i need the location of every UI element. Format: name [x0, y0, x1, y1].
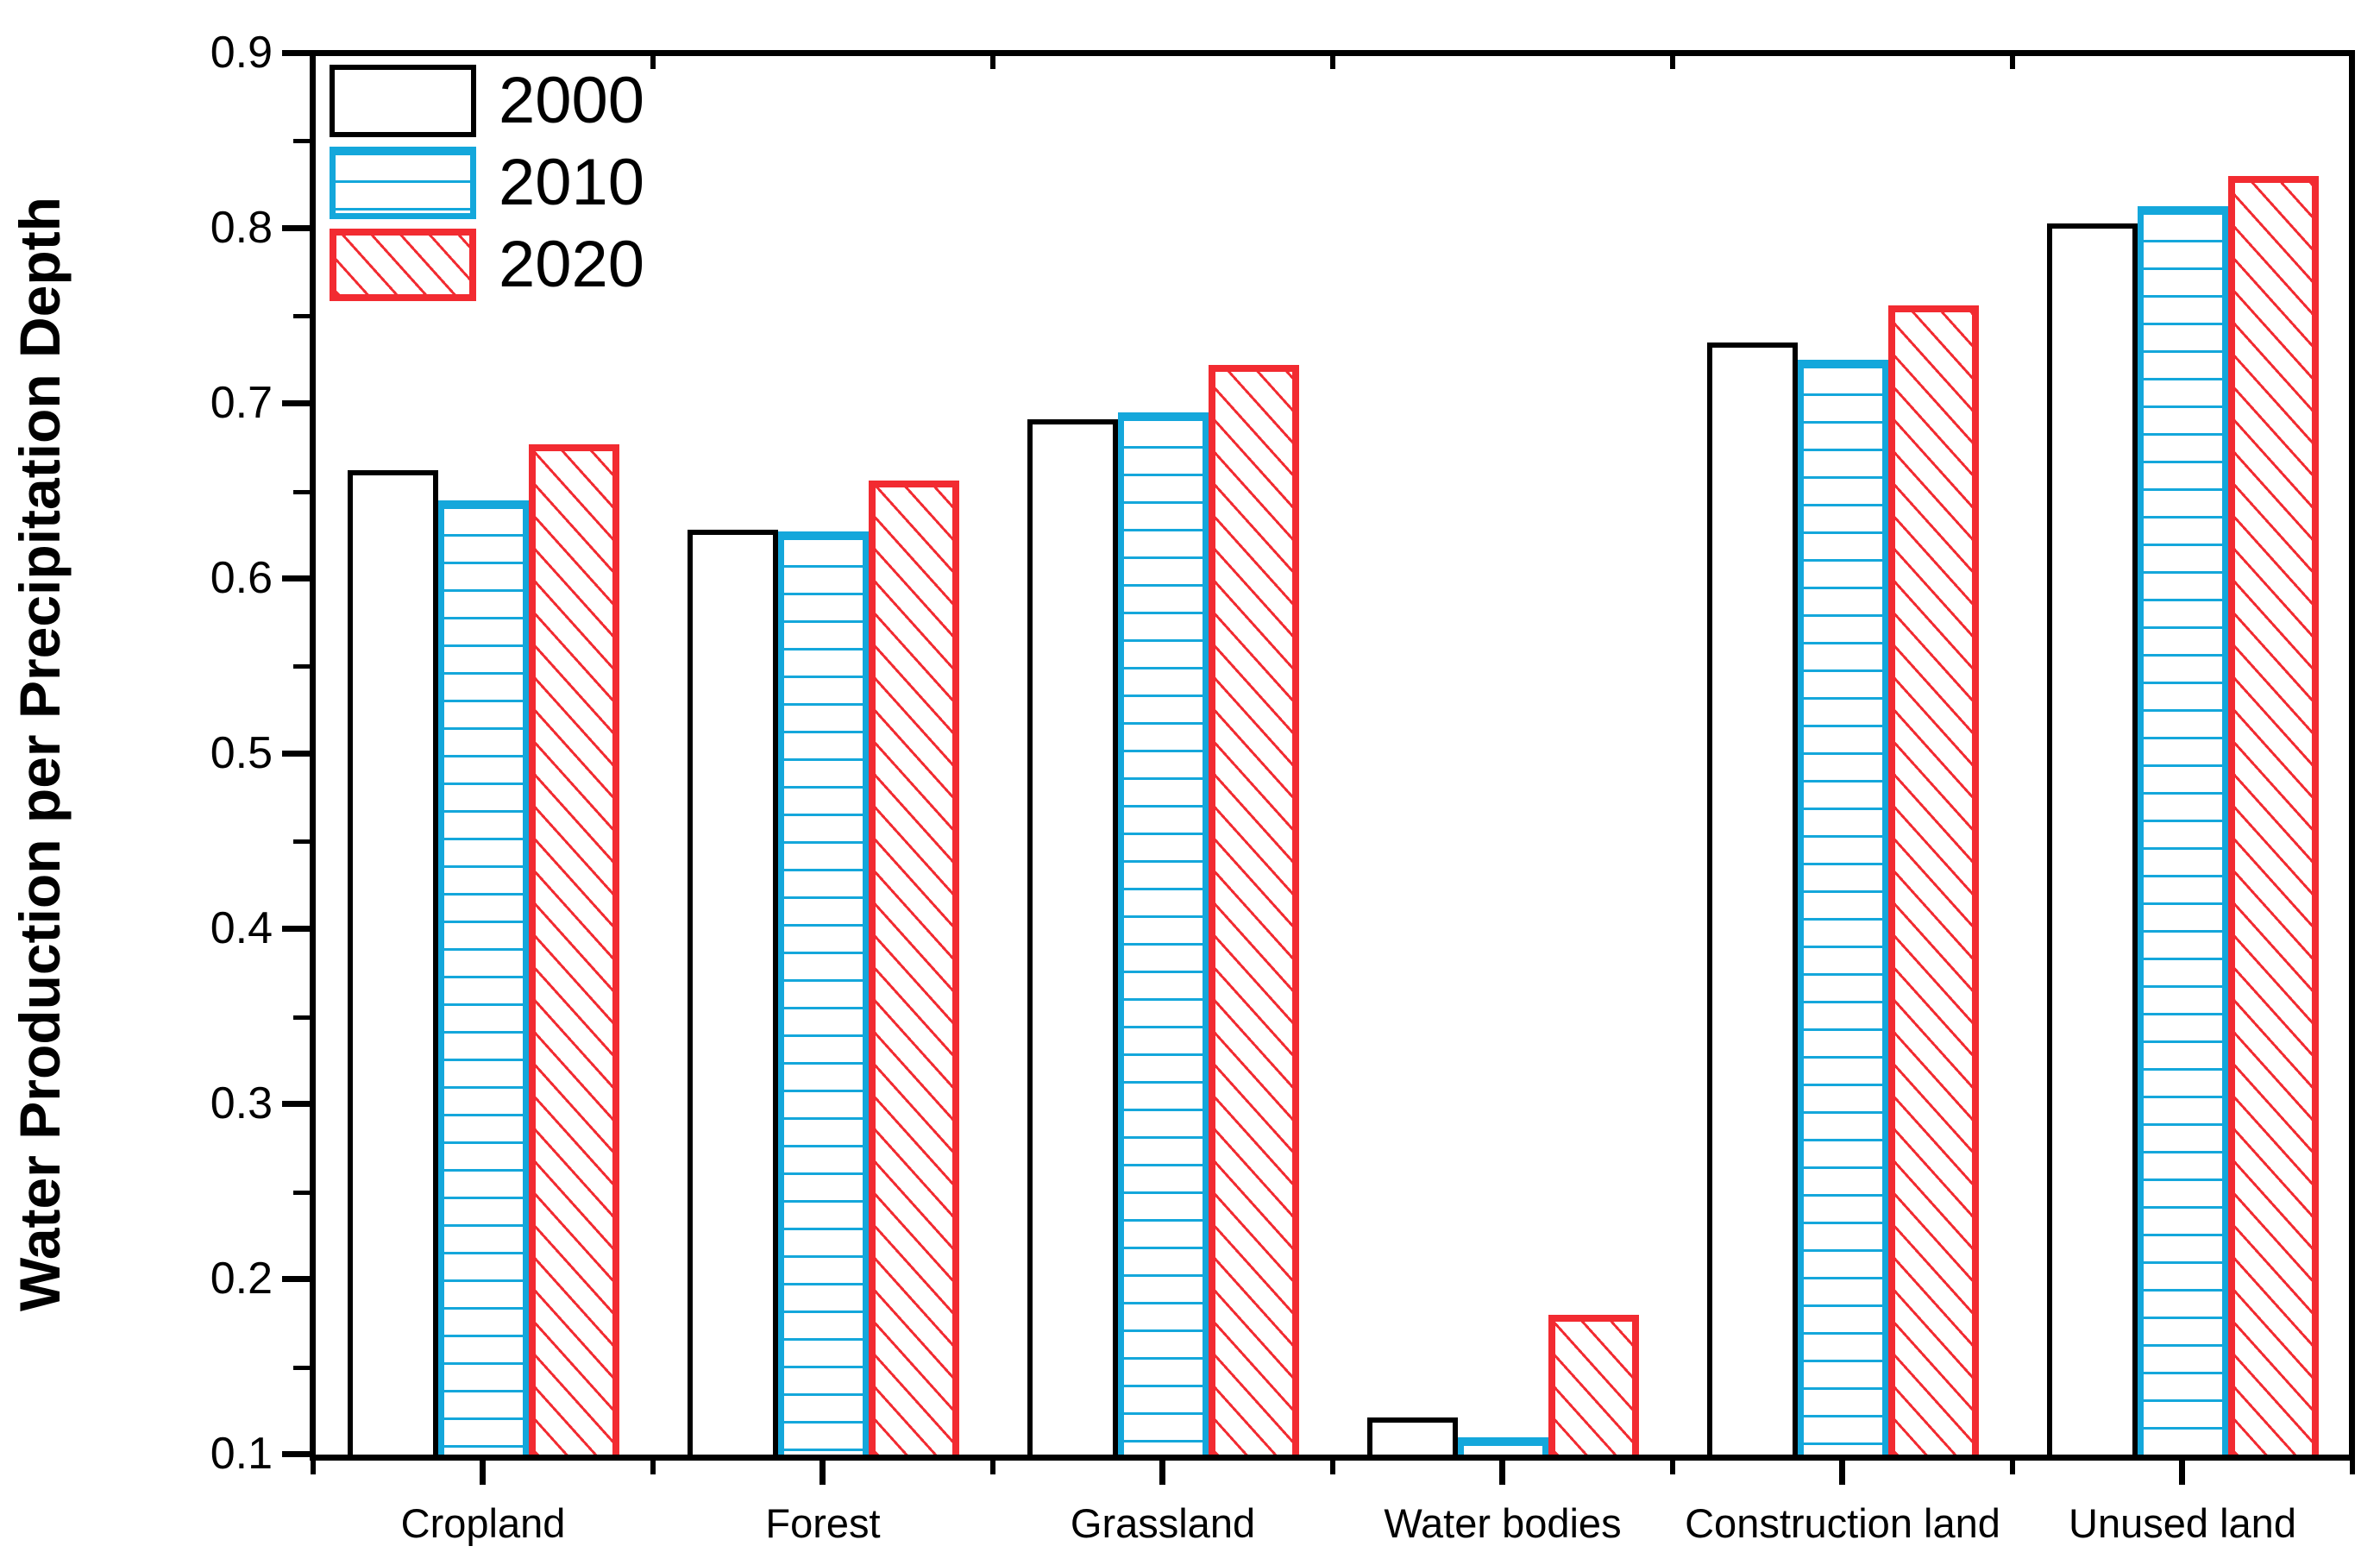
x-category-label: Forest: [765, 1500, 881, 1546]
bar-2000-construction-land: [1707, 343, 1798, 1455]
x-major-tick: [1499, 1461, 1505, 1485]
bar-2020-forest: [869, 481, 959, 1455]
y-minor-tick: [293, 839, 310, 844]
bar-2010-grassland: [1118, 412, 1209, 1455]
bar-2010-forest: [778, 531, 869, 1455]
x-major-tick: [819, 1461, 826, 1485]
y-tick-label: 0.5: [210, 727, 273, 778]
y-major-tick: [282, 751, 310, 757]
x-major-tick: [1159, 1461, 1165, 1485]
bar-2000-grassland: [1027, 419, 1118, 1455]
x-category-label: Water bodies: [1384, 1500, 1622, 1546]
bar-2000-water-bodies: [1367, 1417, 1458, 1455]
y-tick-label: 0.2: [210, 1253, 273, 1304]
x-category-label: Cropland: [400, 1500, 566, 1546]
y-major-tick: [282, 50, 310, 56]
bar-2020-unused-land: [2228, 176, 2319, 1455]
y-major-tick: [282, 1451, 310, 1457]
y-minor-tick: [293, 1015, 310, 1020]
x-boundary-tick: [990, 1461, 995, 1474]
legend-label-2000: 2000: [499, 64, 645, 137]
y-tick-label: 0.6: [210, 552, 273, 603]
y-tick-label: 0.3: [210, 1078, 273, 1128]
y-minor-tick: [293, 139, 310, 143]
bar-2000-cropland: [348, 470, 438, 1455]
y-tick-label: 0.4: [210, 902, 273, 953]
legend-label-2020: 2020: [499, 228, 645, 301]
legend-label-2010: 2010: [499, 146, 645, 219]
top-boundary-tick: [1330, 56, 1335, 69]
legend-swatch-2000: [330, 65, 476, 137]
y-minor-tick: [293, 1366, 310, 1370]
x-boundary-tick: [1330, 1461, 1335, 1474]
y-tick-label: 0.1: [210, 1428, 273, 1479]
x-category-label: Grassland: [1070, 1500, 1256, 1546]
y-major-tick: [282, 225, 310, 231]
x-major-tick: [1839, 1461, 1845, 1485]
y-tick-label: 0.8: [210, 202, 273, 253]
x-boundary-tick: [2350, 1461, 2355, 1474]
x-category-label: Construction land: [1685, 1500, 2000, 1546]
legend-entry-2020: 2020: [330, 229, 644, 301]
y-tick-label: 0.7: [210, 377, 273, 428]
y-major-tick: [282, 575, 310, 581]
x-boundary-tick: [2010, 1461, 2015, 1474]
legend: 2000 2010 2020: [330, 65, 644, 311]
bar-2000-unused-land: [2047, 223, 2138, 1455]
y-major-tick: [282, 400, 310, 406]
x-category-label: Unused land: [2069, 1500, 2296, 1546]
plot-frame: [310, 50, 2355, 1461]
x-major-tick: [2179, 1461, 2185, 1485]
bar-2020-cropland: [529, 444, 619, 1455]
top-boundary-tick: [990, 56, 995, 69]
bar-2010-water-bodies: [1458, 1437, 1548, 1455]
bar-2020-grassland: [1209, 365, 1299, 1455]
x-major-tick: [480, 1461, 486, 1485]
y-minor-tick: [293, 314, 310, 318]
y-major-tick: [282, 1101, 310, 1107]
bar-2010-unused-land: [2138, 206, 2228, 1455]
bar-2020-construction-land: [1888, 305, 1979, 1455]
x-boundary-tick: [650, 1461, 656, 1474]
y-minor-tick: [293, 1191, 310, 1195]
bar-2020-water-bodies: [1548, 1315, 1639, 1455]
top-boundary-tick: [650, 56, 656, 69]
legend-swatch-2020: [330, 229, 476, 301]
bar-2010-cropland: [438, 500, 529, 1455]
bar-2000-forest: [688, 530, 778, 1455]
y-major-tick: [282, 926, 310, 932]
bar-2010-construction-land: [1798, 360, 1888, 1455]
legend-entry-2000: 2000: [330, 65, 644, 137]
y-minor-tick: [293, 664, 310, 669]
x-boundary-tick: [1670, 1461, 1675, 1474]
top-boundary-tick: [2010, 56, 2015, 69]
top-boundary-tick: [1670, 56, 1675, 69]
y-tick-label: 0.9: [210, 27, 273, 78]
y-major-tick: [282, 1276, 310, 1282]
x-boundary-tick: [311, 1461, 316, 1474]
y-minor-tick: [293, 490, 310, 494]
legend-swatch-2010: [330, 147, 476, 219]
legend-entry-2010: 2010: [330, 147, 644, 219]
